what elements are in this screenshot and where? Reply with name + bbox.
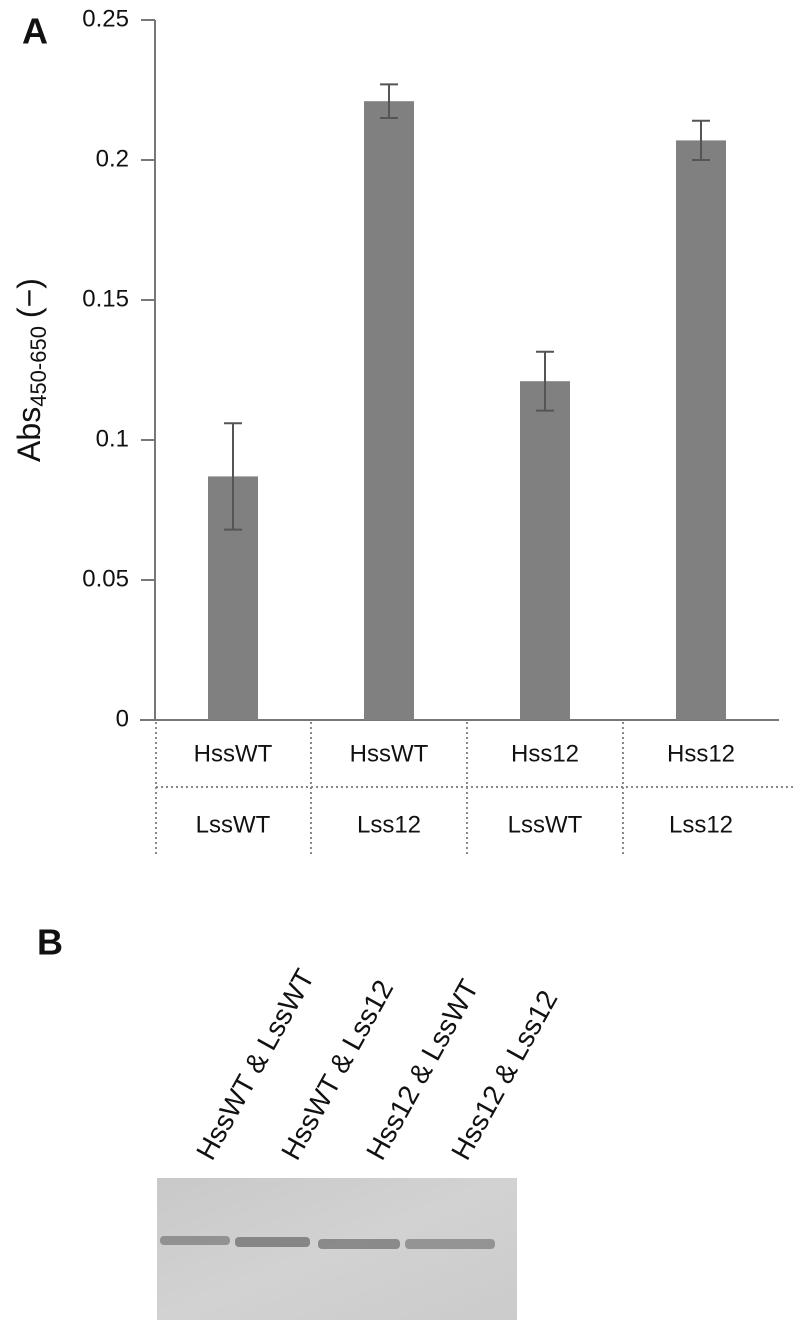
- y-tick-label: 0.15: [82, 285, 129, 312]
- error-bar: [224, 422, 242, 531]
- y-label-sub: 450-650: [26, 326, 51, 407]
- category-table-lines: [155, 722, 795, 856]
- blot-image: [157, 1178, 517, 1320]
- bar: [676, 140, 726, 720]
- y-label-main: Abs: [11, 407, 47, 462]
- y-tick-label: 0.1: [96, 425, 129, 452]
- panel-label: B: [37, 922, 63, 963]
- y-tick-label: 0.25: [82, 5, 129, 32]
- panel-label: A: [22, 11, 48, 52]
- error-bar: [692, 119, 710, 161]
- x-category-label: Lss12: [357, 811, 421, 838]
- x-category-label: LssWT: [196, 811, 271, 838]
- bar: [364, 101, 414, 720]
- y-tick-label: 0.05: [82, 565, 129, 592]
- y-axis-label: Abs450-650 (−): [11, 278, 50, 462]
- bar: [520, 381, 570, 720]
- y-label-unit: (−): [11, 278, 47, 318]
- x-category-label: Hss12: [667, 740, 735, 767]
- y-tick-label: 0.2: [96, 145, 129, 172]
- x-category-label: Lss12: [669, 811, 733, 838]
- x-category-label: Hss12: [511, 740, 579, 767]
- error-bar: [536, 350, 554, 412]
- x-category-label: LssWT: [508, 811, 583, 838]
- y-tick-label: 0: [116, 705, 129, 732]
- error-bar: [380, 83, 398, 119]
- x-category-label: HssWT: [194, 740, 273, 767]
- x-category-label: HssWT: [350, 740, 429, 767]
